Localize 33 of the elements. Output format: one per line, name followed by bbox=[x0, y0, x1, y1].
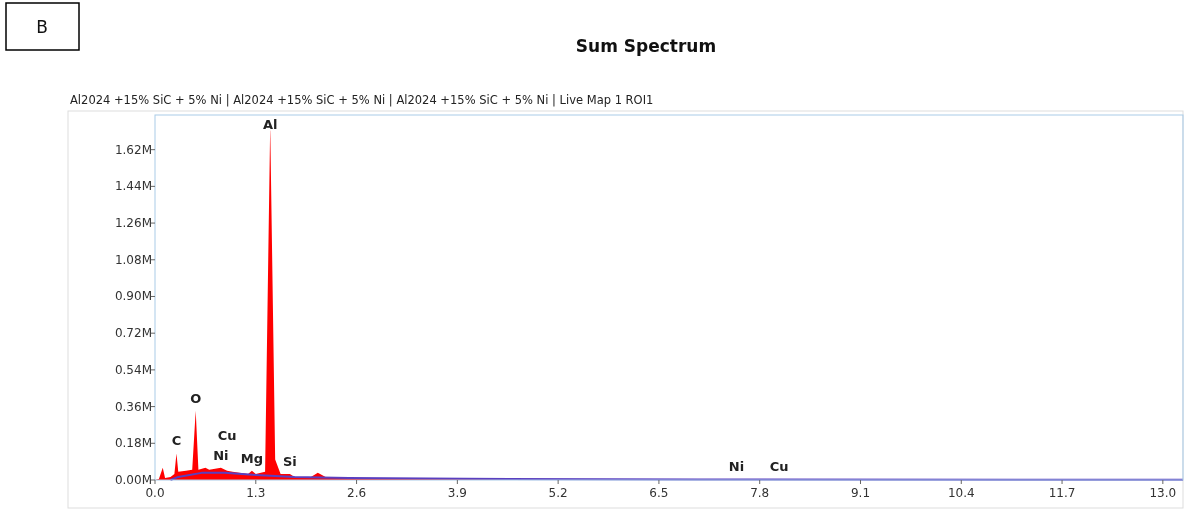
chart-title: Sum Spectrum bbox=[575, 36, 717, 56]
x-tick-label: 10.4 bbox=[947, 486, 975, 500]
annotation: Ni bbox=[213, 447, 229, 463]
x-tick-label: 3.9 bbox=[447, 486, 467, 500]
x-tick-label: 7.8 bbox=[750, 486, 770, 500]
annotation: Al bbox=[262, 117, 278, 132]
x-tick-label: 9.1 bbox=[850, 486, 871, 500]
y-tick-label: 1.62M bbox=[114, 142, 152, 157]
x-tick-label: 11.7 bbox=[1048, 486, 1076, 500]
x-tick-label: 5.2 bbox=[548, 486, 568, 500]
x-tick-label: 0.0 bbox=[145, 486, 165, 500]
x-tick-label: 6.5 bbox=[649, 486, 669, 500]
y-tick-label: 1.44M bbox=[114, 179, 152, 194]
annotation: Cu bbox=[769, 459, 789, 475]
annotation: O bbox=[190, 390, 202, 406]
y-tick-label: 0.36M bbox=[114, 399, 152, 414]
y-tick-label: 1.08M bbox=[114, 252, 152, 267]
annotation: Si bbox=[282, 453, 297, 469]
text: B bbox=[36, 17, 48, 37]
y-tick-label: 0.72M bbox=[114, 326, 152, 341]
y-tick-label: 0.54M bbox=[114, 362, 152, 377]
x-tick-label: 2.6 bbox=[347, 486, 367, 500]
y-tick-label: 0.90M bbox=[114, 289, 152, 304]
annotation: Mg bbox=[240, 450, 264, 466]
chart-subtitle: Al2024 +15% SiC + 5% Ni | Al2024 +15% SiC + 5% Ni | Al2024 +15% SiC + 5% Ni | Live Map 1 ROI1 bbox=[70, 93, 654, 107]
x-tick-label: 13.0 bbox=[1149, 486, 1177, 500]
annotation: Cu bbox=[217, 427, 237, 443]
x-tick-label: 1.3 bbox=[246, 486, 266, 500]
annotation: C bbox=[171, 433, 182, 449]
y-tick-label: 0.18M bbox=[114, 436, 152, 451]
annotation: Ni bbox=[728, 459, 745, 475]
y-tick-label: 0.00M bbox=[114, 473, 152, 487]
y-tick-label: 1.26M bbox=[114, 216, 152, 231]
